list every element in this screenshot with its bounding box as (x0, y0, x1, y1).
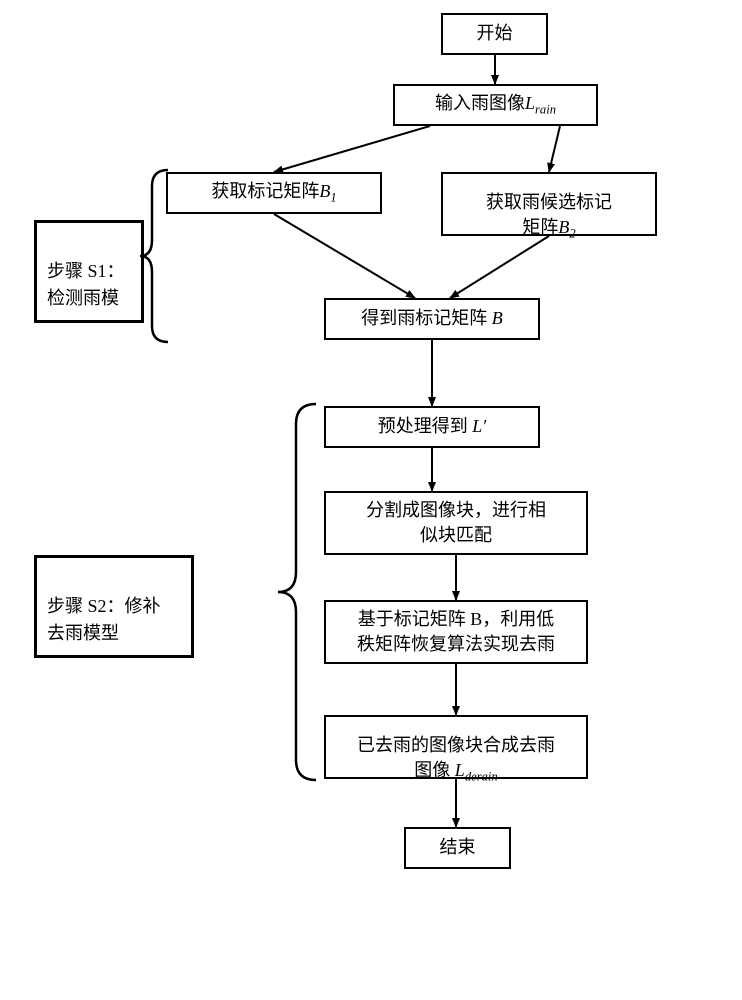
node-b1: 获取标记矩阵B1 (166, 172, 382, 214)
arrow-input-b1 (274, 126, 430, 172)
node-b2: 获取雨候选标记 矩阵B2 (441, 172, 657, 236)
node-merge: 已去雨的图像块合成去雨 图像 Lderain (324, 715, 588, 779)
node-input: 输入雨图像Lrain (393, 84, 598, 126)
step-s2-text: 步骤 S2：修补 去雨模型 (47, 596, 161, 643)
arrow-b1-b (274, 214, 415, 298)
node-merge-text: 已去雨的图像块合成去雨 图像 Lderain (357, 708, 555, 787)
step-s2-box: 步骤 S2：修补 去雨模型 (34, 555, 194, 658)
step-s1-text: 步骤 S1： 检测雨模 (47, 261, 125, 308)
node-b2-text: 获取雨候选标记 矩阵B2 (486, 165, 612, 244)
node-b1-text: 获取标记矩阵B1 (211, 179, 336, 207)
node-start-text: 开始 (477, 21, 513, 46)
bracket-s2 (278, 404, 316, 780)
node-input-text: 输入雨图像Lrain (435, 91, 556, 119)
step-s1-box: 步骤 S1： 检测雨模 (34, 220, 144, 323)
node-split: 分割成图像块，进行相 似块匹配 (324, 491, 588, 555)
node-b-text: 得到雨标记矩阵 B (361, 306, 503, 331)
node-pre: 预处理得到 L′ (324, 406, 540, 448)
node-lowrank-text: 基于标记矩阵 B，利用低 秩矩阵恢复算法实现去雨 (357, 607, 555, 657)
node-pre-text: 预处理得到 L′ (378, 414, 486, 439)
node-end-text: 结束 (440, 835, 476, 860)
arrow-b2-b (450, 236, 549, 298)
bracket-s1 (140, 170, 168, 342)
node-start: 开始 (441, 13, 548, 55)
node-end: 结束 (404, 827, 511, 869)
node-b: 得到雨标记矩阵 B (324, 298, 540, 340)
node-split-text: 分割成图像块，进行相 似块匹配 (366, 498, 546, 548)
node-lowrank: 基于标记矩阵 B，利用低 秩矩阵恢复算法实现去雨 (324, 600, 588, 664)
